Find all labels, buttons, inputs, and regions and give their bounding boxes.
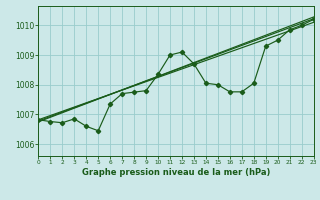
X-axis label: Graphe pression niveau de la mer (hPa): Graphe pression niveau de la mer (hPa) (82, 168, 270, 177)
